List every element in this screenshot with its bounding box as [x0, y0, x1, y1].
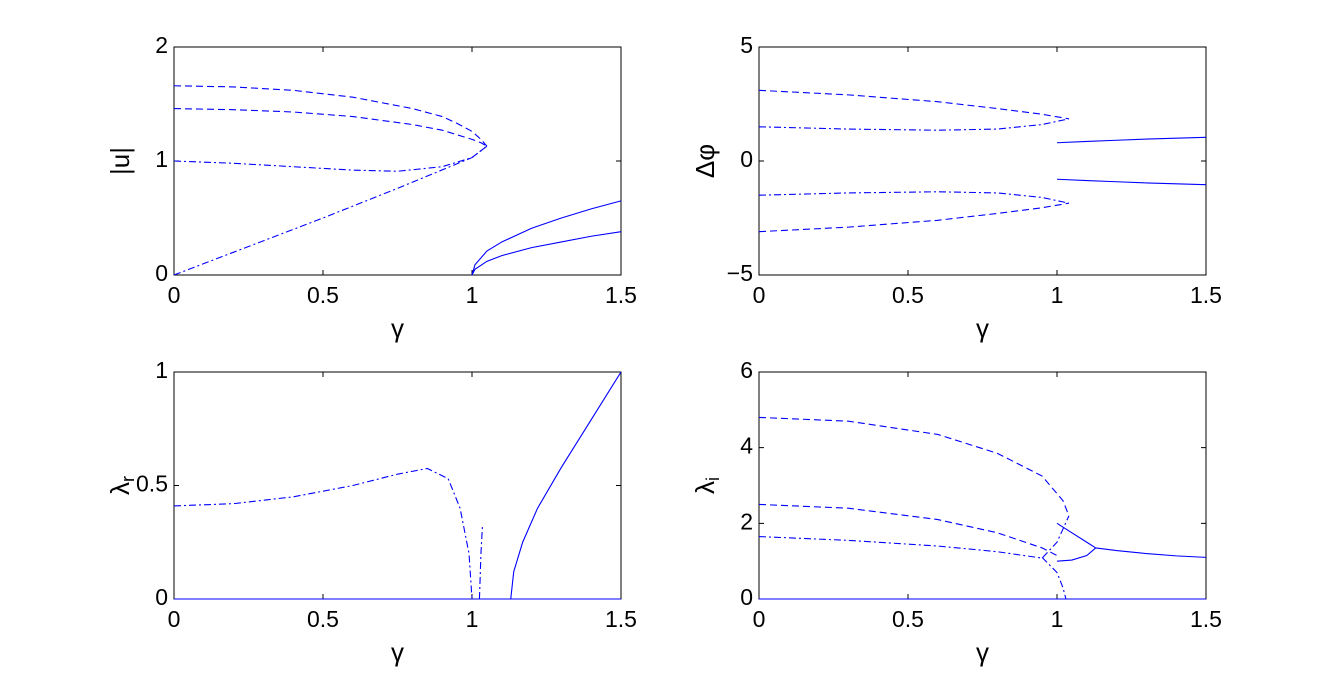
panel: 0 0.5 1 1.5 0 2 4 6 γ λi	[690, 357, 1222, 667]
series-line	[471, 200, 622, 276]
series-line	[758, 191, 1070, 204]
x-tick-label: 1.5	[605, 282, 637, 308]
series-line	[173, 85, 488, 147]
y-axis-label-subscript: r	[118, 476, 138, 482]
panel: 0 0.5 1 1.5 0 1 2 γ |u|	[105, 32, 637, 343]
x-tick-label: 1	[1051, 606, 1064, 632]
y-axis-label: |u|	[105, 147, 135, 175]
x-tick-label: 1	[466, 606, 479, 632]
x-tick-label: 0	[753, 606, 766, 632]
x-tick-label: 1.5	[1190, 606, 1222, 632]
y-axis-label-main: λ	[690, 481, 720, 494]
x-tick-label: 0.5	[307, 282, 339, 308]
series-line	[173, 108, 488, 147]
series-line	[1041, 556, 1067, 600]
x-tick-label: 1	[1051, 282, 1064, 308]
y-tick-label: 0	[740, 146, 753, 172]
y-tick-label: −5	[727, 260, 753, 286]
x-tick-label: 0	[168, 282, 181, 308]
series-line	[1056, 136, 1207, 144]
y-axis-label: λr	[105, 476, 138, 495]
series-line	[1056, 522, 1097, 549]
y-tick-label: 2	[740, 508, 753, 534]
x-tick-label: 1	[466, 282, 479, 308]
series-line	[1056, 547, 1097, 562]
y-axis-label-subscript: i	[703, 477, 723, 481]
series-line	[758, 416, 1070, 516]
y-axis-label-main: Δφ	[690, 144, 720, 178]
series-line	[758, 503, 1058, 556]
x-axis-label: γ	[391, 313, 404, 343]
series-line	[1056, 178, 1207, 186]
y-tick-label: 1	[155, 357, 168, 383]
series-line	[758, 515, 1070, 559]
y-tick-label: 0	[155, 584, 168, 610]
series-line	[173, 145, 488, 276]
series-line	[478, 526, 483, 600]
x-tick-label: 0	[753, 282, 766, 308]
series-line	[758, 89, 1070, 120]
series-line	[510, 371, 622, 600]
series-line	[1095, 547, 1207, 558]
x-axis-label: γ	[976, 637, 989, 667]
x-tick-label: 0	[168, 606, 181, 632]
series-line	[758, 118, 1070, 131]
y-axis-label-main: |u|	[105, 147, 135, 175]
y-tick-label: 1	[155, 146, 168, 172]
axes-box	[758, 371, 1207, 600]
y-tick-label: 5	[740, 32, 753, 58]
series-line	[758, 202, 1070, 233]
panel: 0 0.5 1 1.5 0 0.5 1 γ λr	[105, 357, 637, 667]
x-axis-label: γ	[391, 637, 404, 667]
x-tick-label: 0.5	[307, 606, 339, 632]
y-tick-label: 4	[740, 433, 753, 459]
axes-box	[173, 371, 622, 600]
axes-box	[173, 46, 622, 276]
x-tick-label: 0.5	[892, 282, 924, 308]
y-tick-label: 2	[155, 32, 168, 58]
y-axis-label: Δφ	[690, 144, 720, 178]
y-tick-label: 0	[155, 260, 168, 286]
x-tick-label: 1.5	[605, 606, 637, 632]
y-tick-label: 0	[740, 584, 753, 610]
y-tick-label: 6	[740, 357, 753, 383]
series-line	[471, 231, 622, 276]
series-line	[173, 145, 488, 172]
y-axis-label-main: λ	[105, 482, 135, 495]
y-tick-label: 0.5	[136, 471, 168, 497]
x-axis-label: γ	[976, 313, 989, 343]
x-tick-label: 0.5	[892, 606, 924, 632]
series-line	[173, 467, 473, 600]
axes-box	[758, 46, 1207, 276]
y-axis-label: λi	[690, 477, 723, 494]
x-tick-label: 1.5	[1190, 282, 1222, 308]
